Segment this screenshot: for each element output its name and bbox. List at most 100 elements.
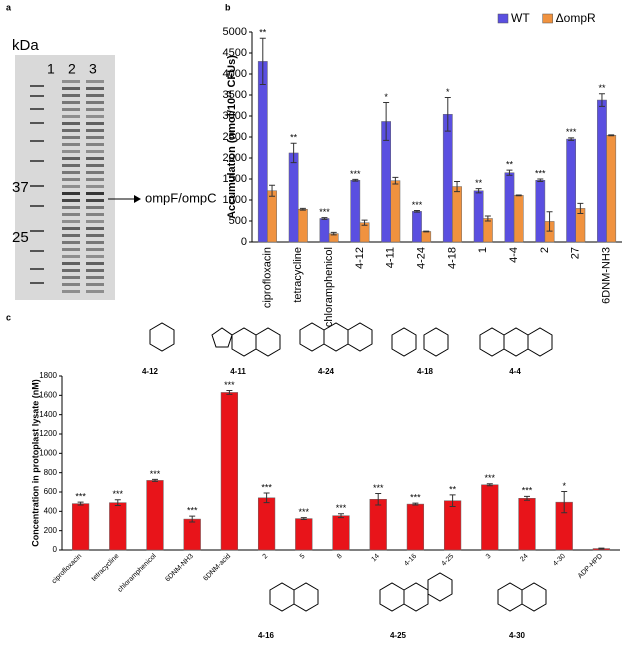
significance-label: *** [75,492,86,502]
gel-band [62,164,80,167]
legend-label: ΔompR [556,11,596,25]
y-tick-label: 3500 [223,89,247,101]
error-bar [608,134,615,137]
structure-label: 4-24 [318,367,335,376]
bar [518,498,536,551]
error-bar [77,501,84,506]
gel-band [30,95,44,97]
bar [319,218,330,243]
error-bar [330,231,337,236]
gel-band [30,122,44,124]
significance-label: * [446,87,450,97]
structures [149,322,553,612]
bar [443,500,462,551]
gel-band [86,101,104,104]
significance-label: ** [475,178,483,188]
structure-label: 4-25 [390,631,407,640]
gel-band [86,94,104,97]
bar [606,135,617,243]
structure-label: 4-18 [417,367,434,376]
error-bar [226,390,233,395]
error-bar [189,515,196,523]
bar [597,99,607,243]
gel-band [62,248,80,251]
significance-label: *** [350,169,361,179]
gel-band [86,283,104,286]
gel-band [86,248,104,251]
gel-band [86,234,104,237]
error-bar [568,137,575,141]
error-bar [546,211,553,232]
bar [406,503,425,551]
x-tick-label: chloramphenicol [323,247,335,327]
gel-band [62,129,80,132]
structure-label: 4-30 [509,631,526,640]
bar [473,190,484,243]
gel-band [86,115,104,118]
error-bar [412,502,419,506]
error-bar [484,215,491,222]
x-tick-label: tetracycline [292,247,304,303]
marker-label: 25 [12,229,29,246]
y-tick-label: 0 [241,236,247,248]
gel-band [86,171,104,174]
error-bar [338,513,344,519]
gel-band [62,94,80,97]
y-tick-label: 500 [229,215,247,227]
bar [146,480,164,551]
significance-label: * [562,481,566,491]
bar [257,61,268,243]
structure-label: 4-11 [230,367,246,376]
significance-label: ** [259,28,267,38]
error-bar [300,517,307,521]
y-tick-label: 1600 [39,390,57,399]
x-tick-label: tetracycline [91,553,121,583]
significance-label: ** [506,160,514,170]
x-tick-label: chloramphenicol [117,552,158,593]
gel-band [86,150,104,153]
error-bar [537,178,544,183]
x-tick-label: 5 [299,553,307,561]
y-tick-label: 1800 [39,371,57,380]
y-tick-label: 1400 [39,410,57,419]
gel-band [62,262,80,265]
gel-band [62,227,80,230]
gel-band [62,234,80,237]
bar [267,190,277,243]
y-tick-label: 600 [44,487,58,496]
x-tick-label: 24 [519,553,530,564]
gel-band [62,101,80,104]
error-bar [561,491,568,514]
gel-band [62,171,80,174]
gel-band [86,80,104,83]
bar [257,497,276,551]
gel-band [62,87,80,90]
y-tick-label: 200 [44,526,58,535]
gel-band [30,108,44,110]
x-tick-label: 4-12 [354,247,366,269]
x-tick-label: 3 [485,553,493,561]
error-bar [375,492,382,506]
error-bar [444,97,451,132]
bar [442,114,453,243]
x-tick-label: 4-4 [508,247,520,263]
x-tick-label: 27 [570,247,582,259]
gel-band [86,157,104,160]
error-bar [263,492,270,504]
gel-band [86,227,104,230]
gel-band [62,241,80,244]
x-tick-label: 2 [262,553,270,561]
gel-band [62,108,80,111]
significance-label: *** [224,380,235,390]
x-tick-label: 1 [477,247,489,253]
gel-band [62,283,80,286]
structure-label: 4-12 [142,367,159,376]
error-bar [524,495,530,501]
panel-letter: b [225,2,231,12]
significance-label: *** [113,489,124,499]
gel-band [86,87,104,90]
gel-unit: kDa [12,37,39,54]
error-bar [114,499,121,507]
bar [220,392,239,551]
